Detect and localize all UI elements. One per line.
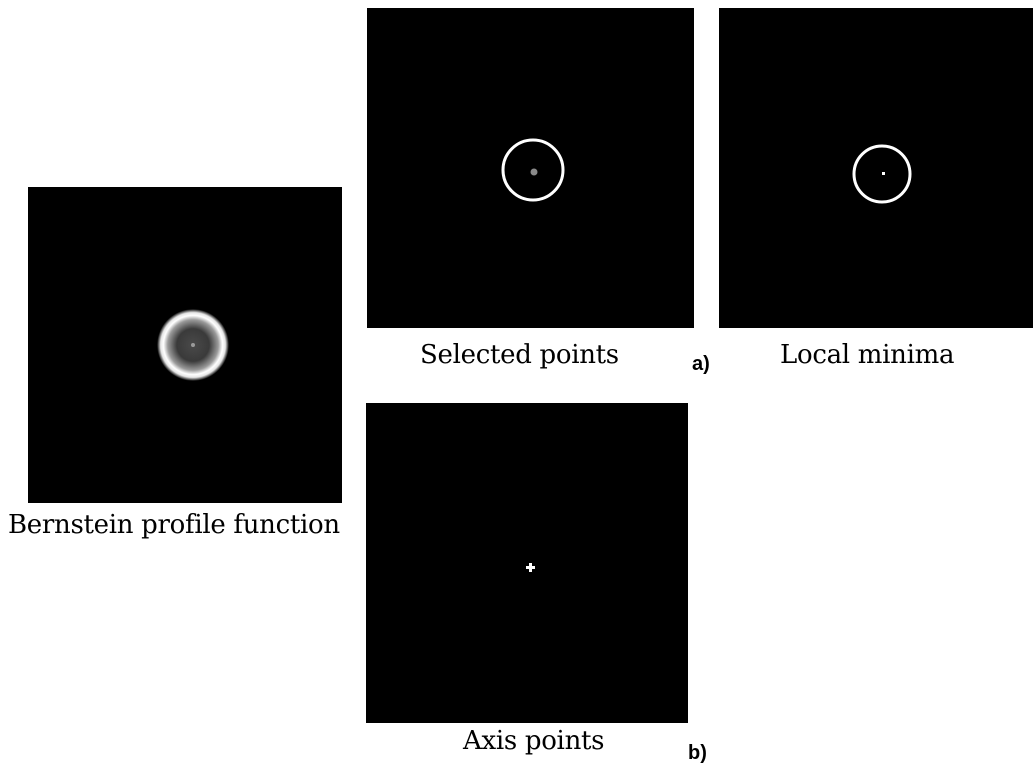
selected-ring [501,138,565,202]
caption-axis-points: Axis points [463,726,605,756]
local-minima-image [719,8,1033,328]
axis-point-marker [526,563,535,572]
local-minima-plot [852,144,912,204]
caption-selected-points: Selected points [420,340,619,370]
caption-local-minima: Local minima [780,340,955,370]
subfigure-label-b: b) [688,742,707,764]
bernstein-profile-image [28,187,342,503]
minima-ring [852,144,912,204]
selected-center-dot [530,168,538,176]
minima-center-dot [882,172,885,175]
profile-center-dot [191,343,195,347]
selected-points-image [367,8,694,328]
subfigure-label-a: a) [692,353,710,375]
selected-points-plot [501,138,565,202]
axis-points-plot [526,563,535,572]
axis-points-image [366,403,688,723]
bernstein-profile-plot [157,309,229,381]
caption-bernstein-profile: Bernstein profile function [8,510,340,540]
